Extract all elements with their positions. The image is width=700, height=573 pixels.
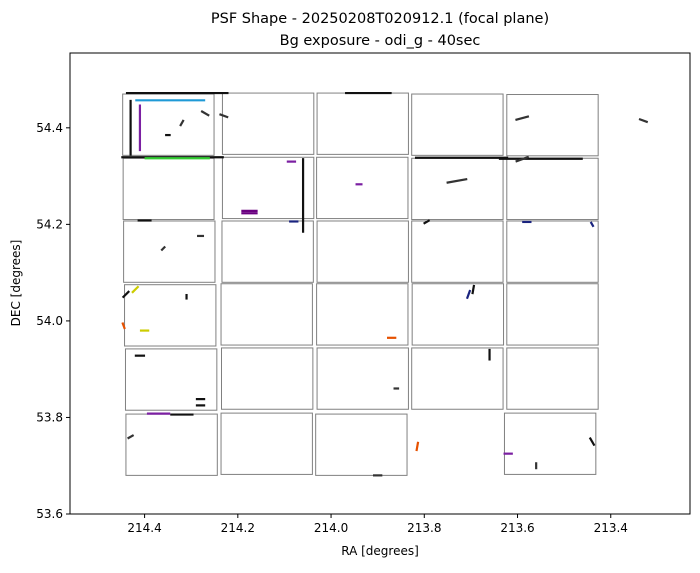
y-tick-label: 54.2 bbox=[36, 217, 63, 231]
psf-stick bbox=[179, 119, 185, 127]
psf-stick bbox=[515, 155, 530, 163]
ota-outline bbox=[506, 283, 599, 346]
ota-outline bbox=[316, 220, 409, 283]
x-tick-label: 214.4 bbox=[127, 521, 161, 535]
x-tick-label: 214.0 bbox=[314, 521, 348, 535]
x-tick-label: 213.8 bbox=[407, 521, 441, 535]
y-axis-ticks: 53.6 53.8 54.0 54.2 54.4 bbox=[36, 121, 70, 521]
psf-sticks bbox=[121, 91, 649, 477]
ota-outline bbox=[411, 347, 504, 410]
ota-outline bbox=[220, 283, 313, 346]
y-axis-label: DEC [degrees] bbox=[9, 240, 23, 327]
psf-stick bbox=[415, 441, 420, 452]
chart-title: PSF Shape - 20250208T020912.1 (focal pla… bbox=[211, 11, 549, 27]
ota-outline bbox=[503, 412, 597, 475]
x-tick-label: 214.2 bbox=[221, 521, 255, 535]
ota-outline bbox=[124, 284, 217, 347]
x-axis-ticks: 214.4 214.2 214.0 213.8 213.6 213.4 bbox=[127, 514, 628, 535]
y-tick-label: 53.8 bbox=[36, 410, 63, 424]
psf-stick bbox=[588, 437, 596, 447]
ota-outline bbox=[506, 347, 599, 410]
ota-outline bbox=[411, 283, 505, 346]
ota-outline bbox=[123, 220, 216, 283]
ota-outline bbox=[316, 156, 409, 220]
ota-outline bbox=[221, 347, 314, 410]
y-tick-label: 53.6 bbox=[36, 507, 63, 521]
psf-stick bbox=[589, 221, 595, 228]
plot-area bbox=[121, 91, 649, 477]
ota-outline bbox=[315, 413, 408, 476]
psf-stick bbox=[121, 290, 131, 299]
psf-stick bbox=[465, 289, 472, 300]
axes-frame bbox=[69, 52, 691, 515]
psf-stick bbox=[121, 322, 126, 330]
ota-outlines bbox=[122, 92, 599, 476]
psf-stick bbox=[127, 434, 135, 440]
psf-stick bbox=[131, 285, 140, 294]
x-tick-label: 213.4 bbox=[594, 521, 628, 535]
ota-outline bbox=[506, 94, 599, 157]
ota-outline bbox=[316, 283, 409, 346]
ota-outline bbox=[221, 156, 315, 220]
psf-stick bbox=[446, 178, 468, 184]
ota-outline bbox=[316, 347, 409, 410]
ota-outline bbox=[411, 220, 504, 283]
psf-stick bbox=[423, 219, 431, 225]
ota-outline bbox=[221, 220, 314, 283]
psf-stick bbox=[638, 117, 649, 124]
x-axis-label: RA [degrees] bbox=[341, 544, 419, 558]
psf-stick bbox=[200, 110, 210, 117]
ota-outline bbox=[220, 412, 313, 475]
y-tick-label: 54.0 bbox=[36, 314, 63, 328]
chart-subtitle: Bg exposure - odi_g - 40sec bbox=[280, 33, 481, 49]
psf-stick bbox=[471, 284, 476, 295]
y-tick-label: 54.4 bbox=[36, 121, 63, 135]
ota-outline bbox=[221, 92, 315, 155]
x-tick-label: 213.6 bbox=[500, 521, 534, 535]
psf-stick bbox=[515, 115, 530, 122]
ota-outline bbox=[124, 348, 218, 411]
psf-stick bbox=[160, 245, 166, 252]
ota-outline bbox=[411, 93, 504, 156]
psf-stick bbox=[219, 113, 229, 119]
ota-outline bbox=[506, 220, 599, 283]
